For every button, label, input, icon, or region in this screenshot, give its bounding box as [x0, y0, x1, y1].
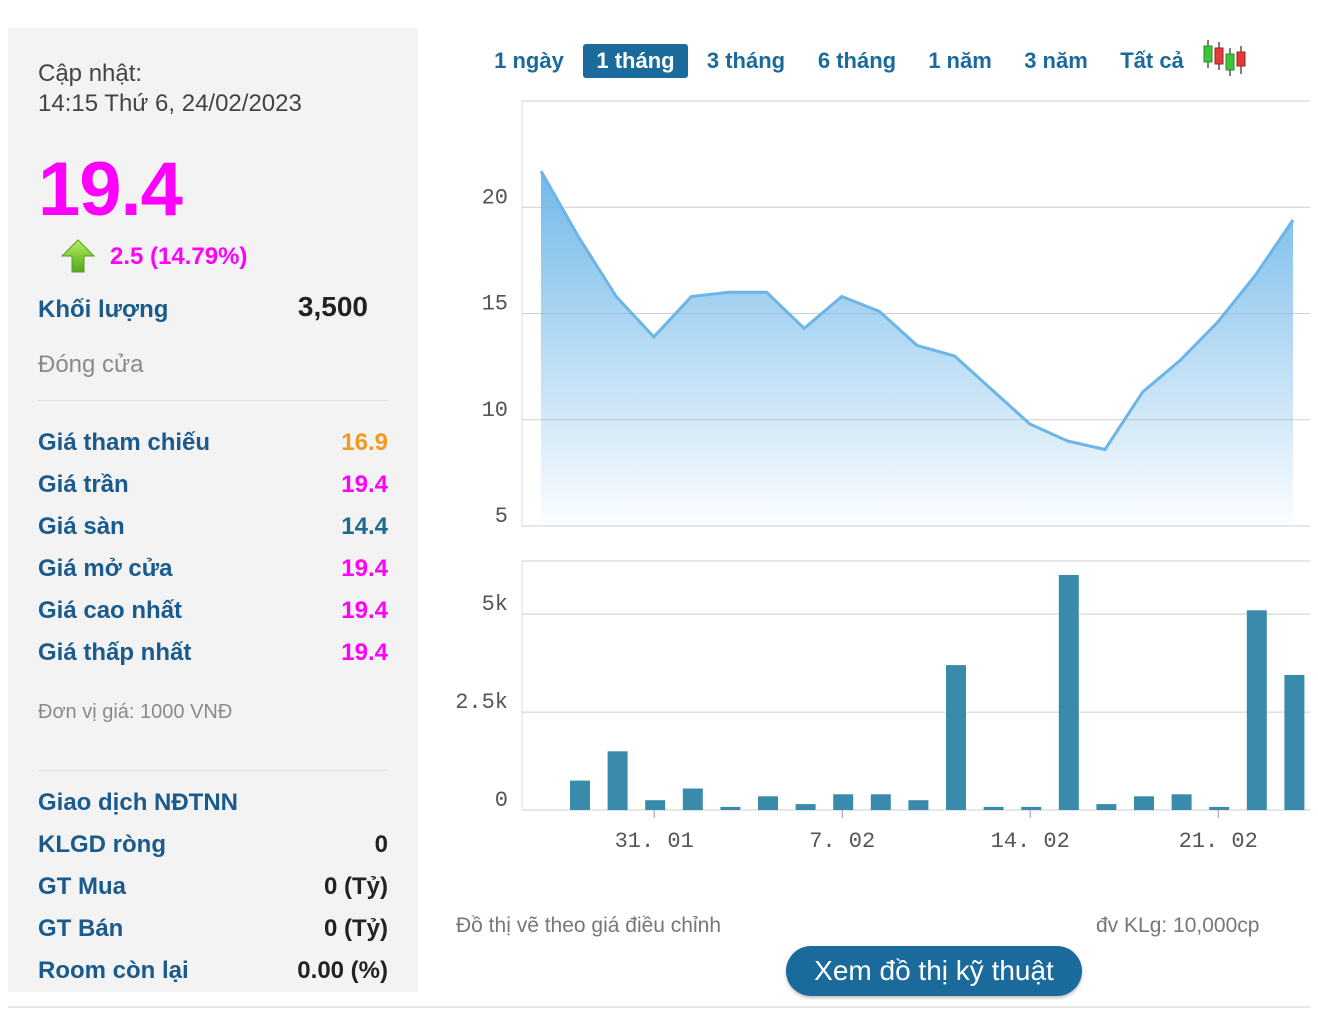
volume-bar: [1284, 674, 1305, 810]
price-area-fill: [541, 171, 1293, 526]
tab-all[interactable]: Tất cả: [1120, 48, 1184, 73]
view-technical-chart-button[interactable]: Xem đồ thị kỹ thuật: [786, 946, 1082, 996]
volume-unit-note: đv KLg: 10,000cp: [1096, 914, 1260, 937]
volume-bar: [833, 794, 854, 810]
price-volume-chart: 5 10 15 20 0 2.5k 5k 31. 01 7. 02 14. 02 21. 02: [455, 100, 1310, 854]
price-row-value: 19.4: [341, 639, 388, 666]
volume-label: Khối lượng: [38, 296, 169, 323]
y-tick-label: 15: [482, 292, 508, 317]
price-row-value: 19.4: [341, 597, 388, 624]
market-status: Đóng cửa: [38, 351, 144, 378]
y-tick-label: 2.5k: [455, 690, 508, 715]
x-tick-label: 21. 02: [1179, 829, 1258, 854]
candlestick-icon[interactable]: [1200, 38, 1248, 78]
updated-label: Cập nhật:: [38, 60, 143, 87]
volume-bar: [607, 751, 628, 811]
stock-summary-panel: Cập nhật: 14:15 Thứ 6, 24/02/2023 19.4 2…: [8, 28, 418, 992]
volume-bar: [1246, 610, 1267, 811]
volume-bar: [1209, 806, 1230, 810]
tab-3-years[interactable]: 3 năm: [1024, 48, 1088, 73]
volume-bar: [1058, 575, 1079, 810]
x-tick-label: 14. 02: [991, 829, 1070, 854]
y-tick-label: 0: [495, 788, 508, 813]
price-unit-note: Đơn vị giá: 1000 VNĐ: [38, 701, 233, 723]
green-up-arrow-icon: [60, 238, 96, 274]
foreign-row-label: KLGD ròng: [38, 831, 166, 858]
price-row-value: 19.4: [341, 471, 388, 498]
volume-bar: [1096, 804, 1117, 810]
volume-bar: [1021, 806, 1042, 810]
price-row-label: Giá tham chiếu: [38, 429, 211, 456]
foreign-row-label: Room còn lại: [38, 957, 189, 984]
volume-bar: [795, 804, 816, 810]
y-tick-label: 5k: [482, 592, 508, 617]
tab-1-year[interactable]: 1 năm: [928, 48, 992, 73]
volume-bar: [570, 780, 590, 810]
volume-bar: [908, 800, 929, 810]
x-tick-label: 31. 01: [615, 829, 694, 854]
tab-1-month[interactable]: 1 tháng: [583, 44, 688, 78]
volume-bar: [682, 788, 703, 810]
tab-3-months[interactable]: 3 tháng: [706, 48, 786, 73]
foreign-row-value: 0.00 (%): [297, 957, 388, 984]
volume-bar: [758, 796, 778, 810]
x-tick-label: 7. 02: [809, 829, 875, 854]
volume-bar: [870, 794, 891, 810]
y-tick-label: 10: [482, 398, 508, 423]
price-row-label: Giá mở cửa: [38, 555, 173, 582]
volume-bar: [720, 806, 741, 810]
volume-bar: [645, 800, 666, 810]
foreign-row-value: 0 (Tỷ): [323, 873, 388, 900]
updated-time: 14:15 Thứ 6, 24/02/2023: [38, 90, 302, 117]
foreign-row-value: 0 (Tỷ): [323, 915, 388, 942]
volume-value: 3,500: [297, 291, 368, 322]
volume-bar: [946, 665, 966, 810]
price-row-value: 14.4: [341, 513, 388, 540]
y-tick-label: 5: [495, 504, 508, 529]
price-row-label: Giá sàn: [38, 513, 125, 540]
divider: [38, 770, 388, 771]
current-price: 19.4: [38, 147, 183, 232]
y-tick-label: 20: [482, 185, 508, 210]
price-line: [539, 170, 1295, 452]
price-row-value: 19.4: [341, 555, 388, 582]
divider: [38, 400, 388, 401]
divider: [8, 1006, 1310, 1008]
tab-6-months[interactable]: 6 tháng: [817, 48, 897, 73]
tab-1-day[interactable]: 1 ngày: [494, 48, 564, 73]
adjusted-price-note: Đồ thị vẽ theo giá điều chỉnh: [456, 914, 722, 937]
volume-bar: [1134, 796, 1154, 810]
foreign-row-label: GT Mua: [38, 873, 126, 900]
price-row-label: Giá trần: [38, 471, 129, 498]
foreign-row-label: GT Bán: [38, 915, 124, 942]
volume-bar: [1171, 794, 1192, 810]
foreign-trading-title: Giao dịch NĐTNN: [38, 789, 239, 816]
price-change: 2.5 (14.79%): [110, 243, 248, 270]
price-row-label: Giá thấp nhất: [38, 639, 192, 666]
price-row-label: Giá cao nhất: [38, 597, 183, 624]
price-row-value: 16.9: [341, 429, 388, 456]
volume-bar: [983, 806, 1004, 810]
foreign-row-value: 0: [374, 831, 388, 858]
